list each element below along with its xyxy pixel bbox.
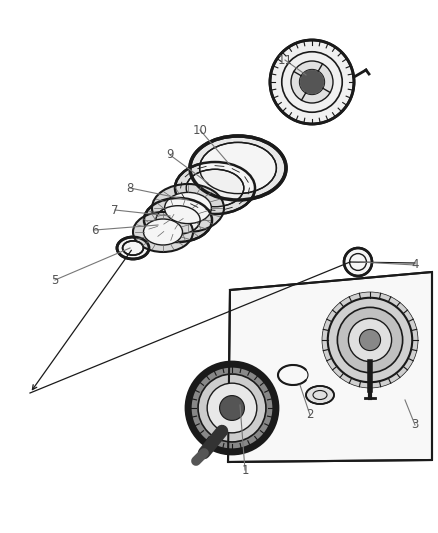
Text: 9: 9 xyxy=(166,149,174,161)
Circle shape xyxy=(198,374,266,442)
Ellipse shape xyxy=(165,192,212,224)
Text: 5: 5 xyxy=(51,273,59,287)
Circle shape xyxy=(270,40,354,124)
Circle shape xyxy=(300,70,324,94)
Circle shape xyxy=(219,395,244,421)
Text: 6: 6 xyxy=(91,223,99,237)
Circle shape xyxy=(360,329,381,351)
Circle shape xyxy=(337,308,403,373)
Circle shape xyxy=(291,61,333,103)
Text: 2: 2 xyxy=(306,408,314,422)
Ellipse shape xyxy=(144,219,183,245)
Circle shape xyxy=(344,248,372,276)
Ellipse shape xyxy=(190,136,286,200)
Ellipse shape xyxy=(117,237,149,259)
Circle shape xyxy=(207,383,257,433)
Polygon shape xyxy=(228,272,432,462)
Text: 3: 3 xyxy=(411,418,419,432)
Text: 7: 7 xyxy=(111,204,119,216)
Ellipse shape xyxy=(152,184,224,232)
Ellipse shape xyxy=(186,169,244,207)
Circle shape xyxy=(186,362,278,454)
Text: 4: 4 xyxy=(411,259,419,271)
Ellipse shape xyxy=(156,206,200,235)
Ellipse shape xyxy=(175,162,255,214)
Ellipse shape xyxy=(306,386,334,404)
Ellipse shape xyxy=(123,241,143,255)
Circle shape xyxy=(322,292,418,388)
Circle shape xyxy=(191,367,273,449)
Ellipse shape xyxy=(200,142,276,193)
Text: 10: 10 xyxy=(193,124,208,136)
Text: 1: 1 xyxy=(241,464,249,477)
Ellipse shape xyxy=(144,198,212,242)
Ellipse shape xyxy=(133,212,193,252)
Text: 11: 11 xyxy=(278,53,293,67)
Text: 8: 8 xyxy=(126,182,134,195)
Circle shape xyxy=(348,318,392,361)
